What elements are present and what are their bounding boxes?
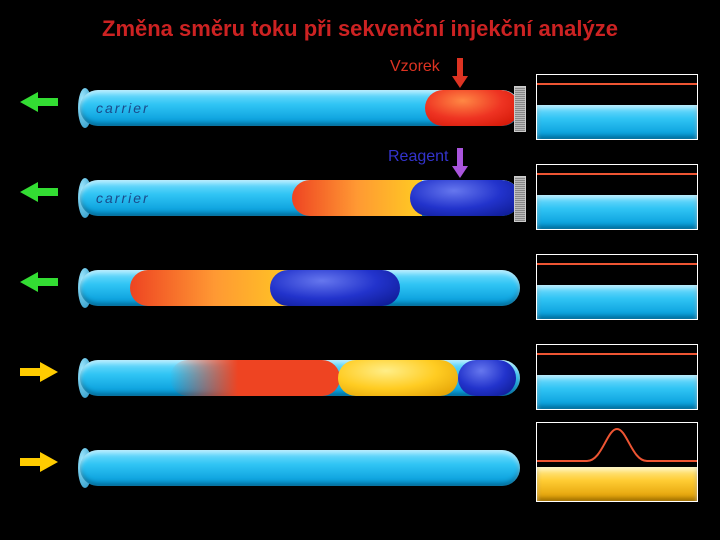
stage-5 [0, 410, 720, 500]
tube: carrier [80, 90, 520, 126]
vzorek-label: Vzorek [390, 58, 440, 76]
signal-flat [537, 353, 697, 355]
flow-arrow-icon [40, 452, 58, 472]
carrier-label: carrier [96, 100, 150, 116]
zone-reagent [458, 360, 516, 396]
stage-1: Vzorek carrier [0, 50, 720, 140]
injector-port [514, 86, 526, 132]
detector-tube [537, 375, 697, 409]
detector-box [536, 344, 698, 410]
detector-tube [537, 105, 697, 139]
zone-sample-dispersed [292, 180, 422, 216]
signal-flat [537, 83, 697, 85]
zone-reagent [270, 270, 400, 306]
signal-peak [537, 425, 697, 465]
signal-flat [537, 263, 697, 265]
detector-box [536, 254, 698, 320]
zone-sample-mixed [170, 360, 340, 396]
zone-sample [425, 90, 519, 126]
flow-arrow-icon [40, 362, 58, 382]
stage-2: Reagent carrier [0, 140, 720, 230]
flow-arrow-shaft [38, 188, 58, 196]
tube [80, 270, 520, 306]
stage-3 [0, 230, 720, 320]
detector-box [536, 164, 698, 230]
carrier-label: carrier [96, 190, 150, 206]
flow-arrow-shaft [38, 278, 58, 286]
tube: carrier [80, 180, 520, 216]
reagent-label: Reagent [388, 148, 449, 166]
tube [80, 360, 520, 396]
detector-box [536, 422, 698, 502]
tube [80, 450, 520, 486]
reagent-arrow-shaft [457, 148, 463, 166]
flow-arrow-icon [20, 92, 38, 112]
flow-arrow-icon [20, 272, 38, 292]
detector-tube [537, 195, 697, 229]
vzorek-arrow-shaft [457, 58, 463, 76]
detector-tube [537, 285, 697, 319]
detector-tube [537, 467, 697, 501]
stage-4 [0, 320, 720, 410]
detector-box [536, 74, 698, 140]
page-title: Změna směru toku při sekvenční injekční … [0, 0, 720, 50]
vzorek-arrow-icon [452, 76, 468, 88]
flow-arrow-shaft [20, 368, 40, 376]
zone-product [338, 360, 458, 396]
signal-flat [537, 173, 697, 175]
flow-arrow-icon [20, 182, 38, 202]
reagent-arrow-icon [452, 166, 468, 178]
flow-arrow-shaft [20, 458, 40, 466]
flow-arrow-shaft [38, 98, 58, 106]
injector-port [514, 176, 526, 222]
zone-reagent [410, 180, 520, 216]
